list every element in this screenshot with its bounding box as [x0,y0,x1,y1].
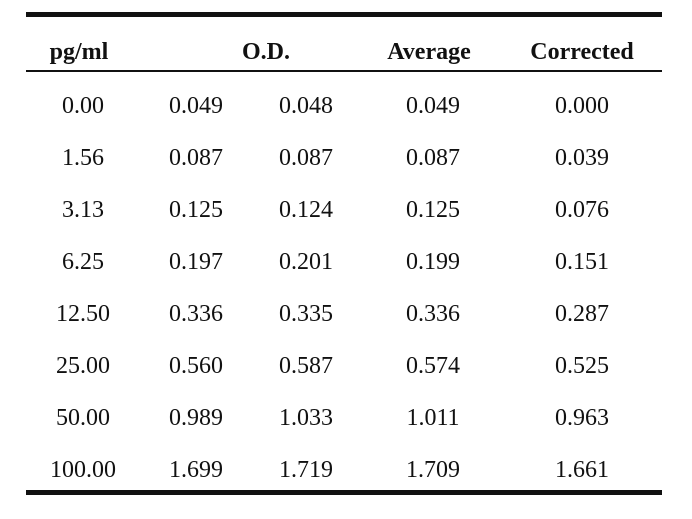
table-top-rule [26,12,662,17]
cell-od-2: 0.124 [279,197,333,223]
cell-average: 1.709 [406,457,460,483]
header-average: Average [387,39,471,65]
cell-od-2: 0.087 [279,145,333,171]
cell-corrected: 0.000 [555,93,609,119]
cell-average: 1.011 [406,405,460,431]
cell-concentration: 25.00 [56,353,110,379]
cell-concentration: 100.00 [50,457,116,483]
cell-od-1: 0.336 [169,301,223,327]
cell-concentration: 0.00 [62,93,104,119]
cell-concentration: 1.56 [62,145,104,171]
cell-od-2: 0.587 [279,353,333,379]
cell-concentration: 3.13 [62,197,104,223]
cell-concentration: 6.25 [62,249,104,275]
cell-od-2: 0.201 [279,249,333,275]
header-rule [26,70,662,72]
header-od: O.D. [242,39,290,65]
cell-corrected: 0.963 [555,405,609,431]
cell-od-2: 1.033 [279,405,333,431]
table-bottom-rule [26,490,662,495]
cell-average: 0.125 [406,197,460,223]
cell-concentration: 12.50 [56,301,110,327]
cell-od-2: 1.719 [279,457,333,483]
cell-od-1: 0.989 [169,405,223,431]
cell-od-1: 0.560 [169,353,223,379]
cell-average: 0.199 [406,249,460,275]
cell-od-2: 0.048 [279,93,333,119]
cell-corrected: 0.525 [555,353,609,379]
cell-od-1: 0.125 [169,197,223,223]
cell-corrected: 0.287 [555,301,609,327]
cell-average: 0.336 [406,301,460,327]
cell-concentration: 50.00 [56,405,110,431]
cell-average: 0.049 [406,93,460,119]
cell-od-1: 0.087 [169,145,223,171]
cell-corrected: 1.661 [555,457,609,483]
cell-od-1: 0.049 [169,93,223,119]
cell-corrected: 0.151 [555,249,609,275]
header-corrected: Corrected [530,39,634,65]
cell-od-1: 1.699 [169,457,223,483]
header-concentration: pg/ml [49,39,109,65]
cell-corrected: 0.076 [555,197,609,223]
cell-average: 0.574 [406,353,460,379]
cell-od-2: 0.335 [279,301,333,327]
cell-corrected: 0.039 [555,145,609,171]
cell-od-1: 0.197 [169,249,223,275]
cell-average: 0.087 [406,145,460,171]
